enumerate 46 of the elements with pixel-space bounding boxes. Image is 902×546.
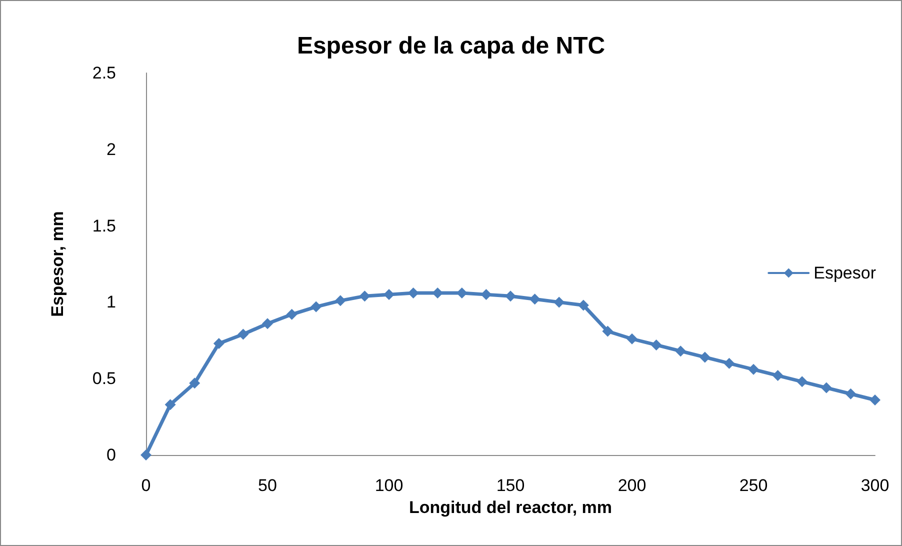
x-tick-label: 200 [618,476,646,495]
point [140,450,152,460]
point [286,308,298,320]
point [213,338,224,349]
point [699,352,710,363]
x-tick-label: 250 [739,476,768,495]
x-tick-label: 300 [860,476,890,495]
chart-title: Espesor de la capa de NTC [296,32,606,60]
point [238,328,249,340]
x-tick-label: 50 [258,476,277,495]
legend-label: Espesor [814,264,876,282]
point [505,290,516,302]
point [675,346,686,357]
y-axis-title: Espesor, mm [48,211,67,317]
point [262,318,273,330]
point [845,388,856,400]
y-tick-label: 0 [106,446,116,464]
y-tick-label: 1 [106,292,116,312]
point [626,333,638,344]
point [772,370,784,382]
x-tick-label: 0 [141,476,151,495]
y-tick-label: 1.5 [92,216,116,236]
point [310,301,322,312]
x-tick-label: 150 [496,476,525,495]
point [724,358,735,369]
x-tick-label: 100 [374,476,404,495]
point [529,294,540,305]
point [796,376,808,388]
x-axis-title: Longitud del reactor, mm [408,498,612,517]
y-tick-label: 2 [106,140,116,159]
point [480,289,492,300]
point [870,394,880,406]
point [820,382,832,394]
point [384,289,394,300]
point [554,296,565,308]
y-tick-label: 0.5 [92,369,116,388]
point [650,339,662,350]
point [164,399,176,410]
point [189,378,200,389]
point [748,364,759,375]
point [602,326,614,337]
point [578,300,589,311]
point [334,295,346,306]
y-tick-label: 2.5 [92,64,116,82]
point [408,288,419,299]
point [359,290,370,302]
